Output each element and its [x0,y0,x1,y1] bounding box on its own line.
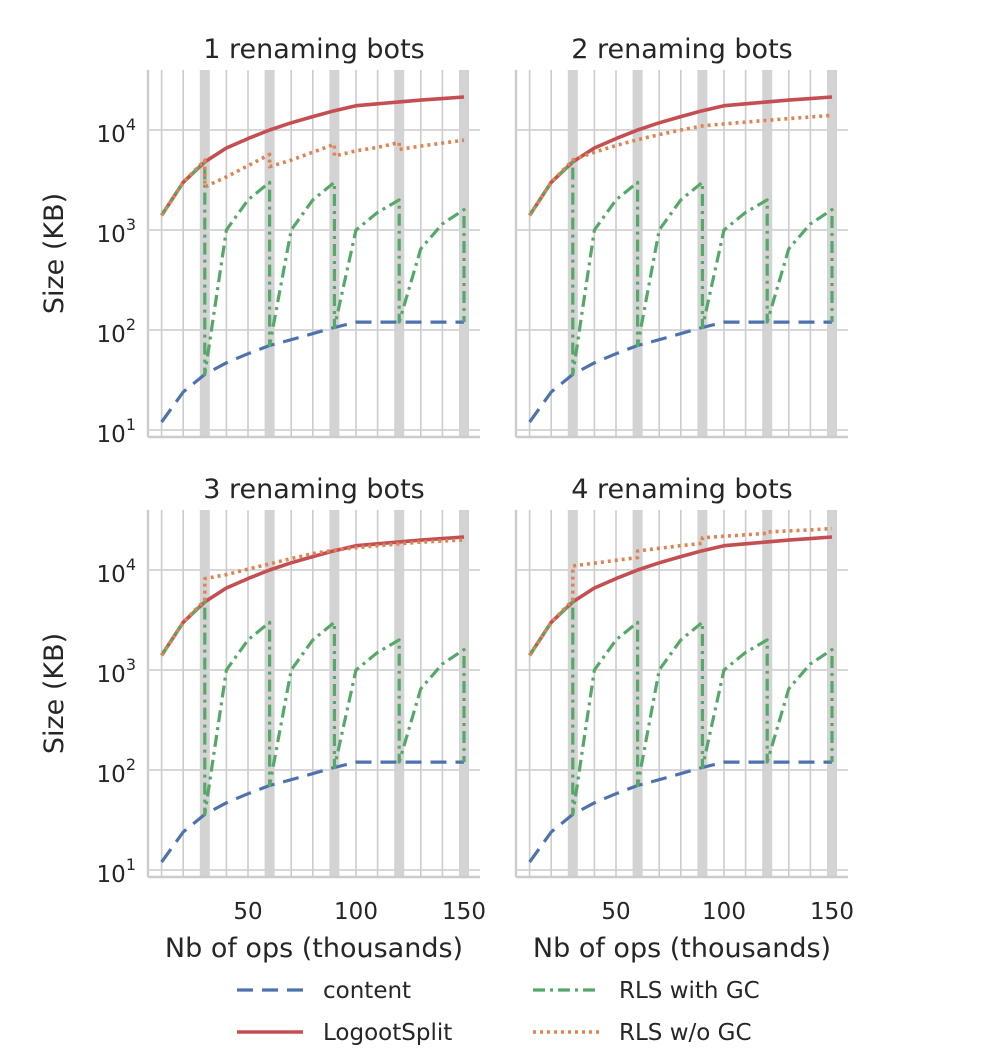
series-line-rls-with-gc [528,160,834,376]
y-tick-label: 104 [97,555,136,588]
series-line-content [528,320,832,424]
series-line-rls-with-gc [160,160,466,376]
series-line-rls-with-gc [160,600,466,817]
y-tick-label: 103 [97,215,136,248]
legend: content LogootSplit RLS with GC RLS w/o GC [237,978,760,1046]
rename-marker [459,510,469,877]
rename-marker [394,70,405,437]
series-line-logootsplit [160,95,465,217]
series-line-content [160,320,464,424]
y-tick-label: 101 [97,855,136,888]
series-line-content [528,760,832,864]
legend-label-content: content [323,978,411,1004]
series-line-rls-with-gc [528,600,834,817]
x-axis-label: Nb of ops (thousands) [533,933,831,964]
panel-title: 4 renaming bots [571,474,792,505]
series-line-rls-w-o-gc [528,113,833,217]
legend-label-rls-with-gc: RLS with GC [619,978,760,1004]
legend-label-rls-w-o-gc: RLS w/o GC [619,1020,752,1046]
panel-2: 2 renaming bots [514,34,848,439]
rename-marker [762,510,773,877]
y-tick-label: 102 [97,315,136,348]
rename-marker [459,70,469,437]
rename-marker [264,510,275,877]
y-tick-label: 104 [97,115,136,148]
panel-4: 4 renaming bots 50 100 150 Nb of ops (thousa… [514,474,854,964]
x-tick-label: 50 [233,899,262,925]
rename-marker [632,70,643,437]
x-tick-label: 100 [334,899,378,925]
panel-1: 1 renaming bots 101 102 103 104 Size (KB) [39,34,480,448]
y-tick-label: 101 [97,415,136,448]
series-line-rls-w-o-gc [160,538,465,657]
panel-title: 2 renaming bots [571,34,792,65]
panel-title: 1 renaming bots [203,34,424,65]
x-tick-label: 100 [702,899,746,925]
rename-marker [394,510,405,877]
series-line-logootsplit [528,535,833,657]
y-axis-label: Size (KB) [39,633,70,754]
panel-title: 3 renaming bots [203,474,424,505]
legend-label-logootsplit: LogootSplit [323,1020,452,1046]
x-tick-label: 150 [442,899,486,925]
rename-marker [264,70,275,437]
rename-marker [762,70,773,437]
series-line-content [160,760,464,864]
y-axis-label: Size (KB) [39,193,70,314]
x-tick-label: 150 [810,899,854,925]
x-axis-label: Nb of ops (thousands) [165,933,463,964]
y-tick-label: 103 [97,655,136,688]
panel-3: 3 renaming bots 101 102 103 104 Size (KB) 50 10… [39,474,486,964]
x-tick-label: 50 [601,899,630,925]
rename-marker [632,510,643,877]
rename-marker [827,510,837,877]
rename-marker [827,70,837,437]
y-tick-label: 102 [97,755,136,788]
series-line-logootsplit [160,535,465,657]
